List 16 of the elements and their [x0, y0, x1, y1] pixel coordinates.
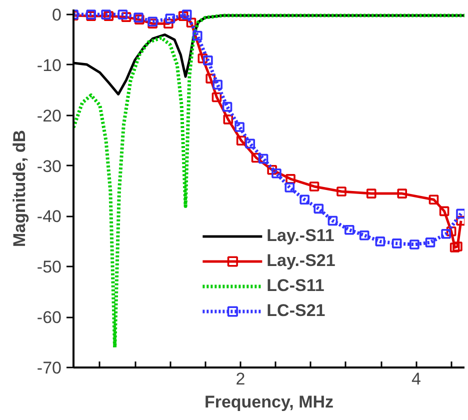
y-tick-label: -60 — [36, 308, 62, 328]
x-tick-label: 4 — [411, 370, 421, 388]
y-axis-title: Magnitude, dB — [10, 130, 29, 248]
legend-label: Lay.-S21 — [266, 250, 336, 272]
legend-label: Lay.-S11 — [266, 225, 334, 247]
legend-label: LC-S11 — [266, 275, 324, 297]
y-tick-label: -50 — [36, 258, 62, 277]
y-tick-label: -20 — [36, 106, 62, 126]
x-tick-label: 2 — [236, 370, 246, 388]
y-tick-label: -30 — [36, 156, 62, 176]
legend-label: LC-S21 — [266, 300, 326, 322]
y-tick-label: -40 — [36, 207, 62, 226]
y-tick-label: -10 — [36, 56, 62, 75]
x-axis-title: Frequency, MHz — [204, 392, 334, 412]
y-tick-label: -70 — [36, 358, 62, 378]
y-tick-label: 0 — [52, 6, 62, 25]
